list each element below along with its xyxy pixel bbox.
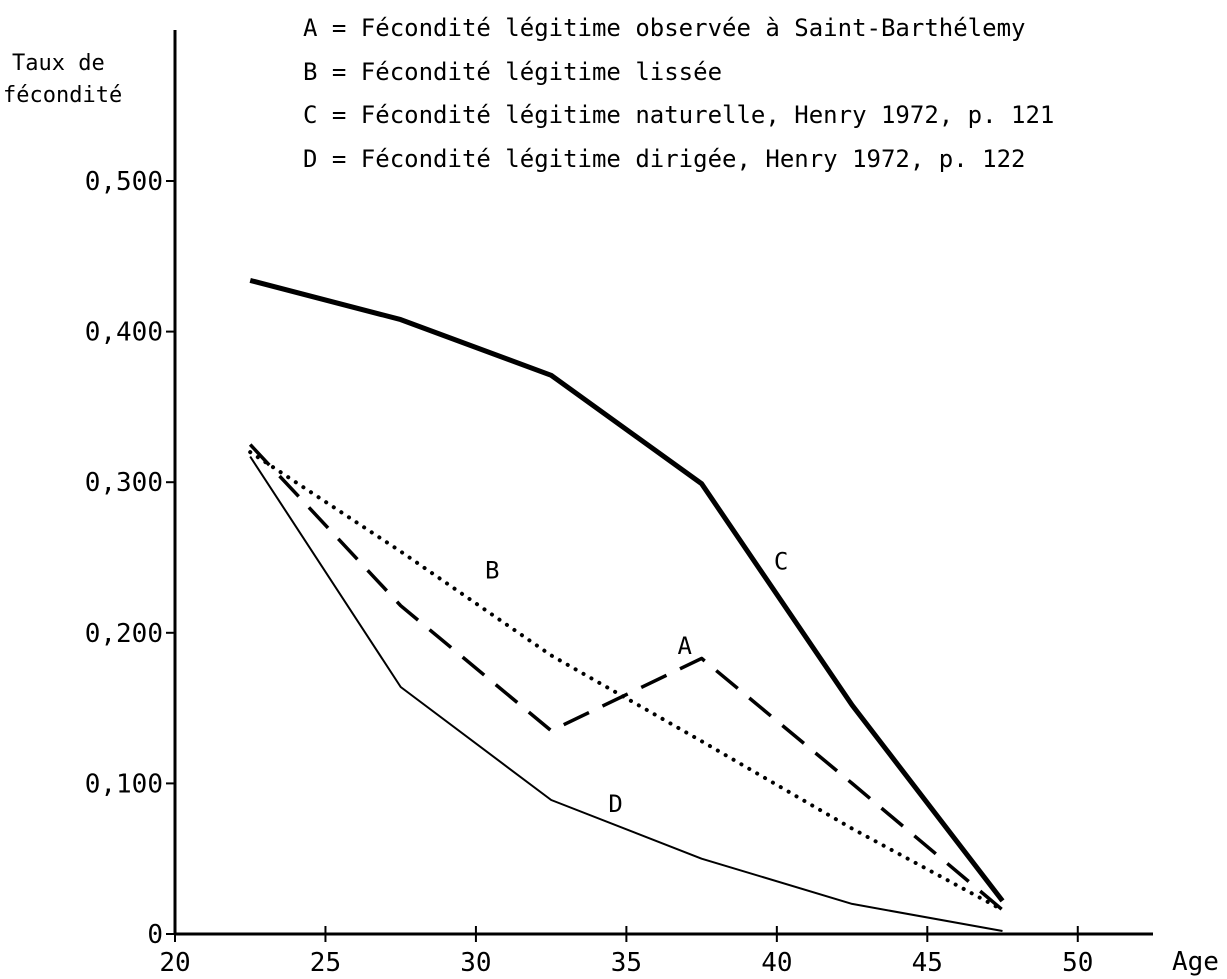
y-tick-label: 0,100 (85, 769, 163, 799)
y-tick-label: 0 (147, 920, 163, 950)
y-axis-ticks: 0 0,100 0,200 0,300 0,400 0,500 (85, 167, 175, 950)
y-tick-label: 0,300 (85, 468, 163, 498)
legend-entry-b: B = Fécondité légitime lissée (303, 58, 722, 86)
x-tick-label: 30 (460, 948, 491, 978)
legend-entry-a: A = Fécondité légitime observée à Saint-… (303, 14, 1025, 42)
y-axis-title-line2: fécondité (3, 83, 122, 108)
x-axis-ticks: 20 25 30 35 40 45 50 (159, 926, 1093, 978)
series-label-a: A (678, 632, 693, 660)
series-line-b (248, 450, 1005, 912)
x-tick-label: 20 (159, 948, 190, 978)
series-label-b: B (485, 557, 499, 585)
series-layer: A B C D (248, 277, 1005, 932)
x-tick-label: 45 (912, 948, 943, 978)
y-tick-label: 0,200 (85, 619, 163, 649)
y-tick-label: 0,500 (85, 167, 163, 197)
x-tick-label: 35 (611, 948, 642, 978)
x-tick-label: 40 (761, 948, 792, 978)
series-label-c: C (774, 548, 788, 576)
y-tick-label: 0,400 (85, 318, 163, 348)
x-tick-label: 25 (310, 948, 341, 978)
series-line-d (249, 456, 1003, 932)
series-line-a (248, 443, 1004, 912)
legend-entry-c: C = Fécondité légitime naturelle, Henry … (303, 101, 1054, 129)
x-tick-label: 50 (1062, 948, 1093, 978)
legend-entry-d: D = Fécondité légitime dirigée, Henry 19… (303, 145, 1025, 173)
series-line-c (249, 277, 1005, 903)
y-axis-title-line1: Taux de (12, 51, 105, 76)
x-axis-title: Age (1172, 947, 1219, 977)
series-label-d: D (608, 790, 622, 818)
